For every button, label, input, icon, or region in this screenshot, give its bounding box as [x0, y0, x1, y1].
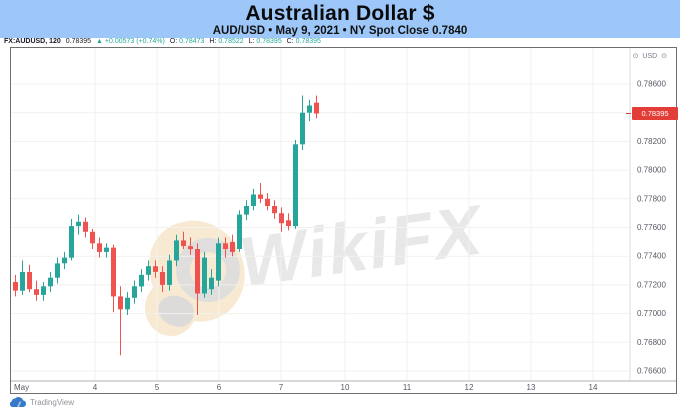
- candle-body: [216, 243, 221, 281]
- candle-body: [83, 221, 88, 232]
- candle-body: [244, 206, 249, 215]
- candle-body: [62, 257, 67, 264]
- candle-body: [139, 274, 144, 287]
- candle-body: [300, 112, 305, 145]
- candle-body: [307, 105, 312, 113]
- header-banner: Australian Dollar $ AUD/USD • May 9, 202…: [0, 0, 680, 38]
- svg-text:0.78000: 0.78000: [637, 166, 666, 175]
- candle-body: [251, 194, 256, 206]
- candle-body: [286, 220, 291, 226]
- svg-text:0.76600: 0.76600: [637, 367, 666, 376]
- svg-text:0.77000: 0.77000: [637, 309, 666, 318]
- currency-toggle[interactable]: ⊙ USD ⊙: [632, 52, 668, 60]
- candle-body: [41, 286, 46, 295]
- chart-widget: WikiFX 0.78600 0.78200 0.78000 0.77800 0.776…: [10, 47, 678, 394]
- candle-body: [153, 266, 158, 272]
- candle-body: [55, 263, 60, 278]
- currency-unit-label: USD: [642, 53, 658, 60]
- candle-body: [125, 297, 130, 310]
- open-value: 0.78473: [179, 38, 205, 45]
- high-label: H:: [209, 38, 217, 45]
- svg-text:4: 4: [93, 383, 98, 392]
- svg-text:10: 10: [341, 383, 350, 392]
- h-gridlines: [11, 83, 630, 372]
- candle-body: [202, 257, 207, 294]
- candle-body: [195, 249, 200, 294]
- svg-text:0.77800: 0.77800: [637, 194, 666, 203]
- price-axis-labels[interactable]: 0.78600 0.78200 0.78000 0.77800 0.77600 0.774…: [637, 80, 666, 376]
- candle-body: [293, 144, 298, 227]
- last-price-tag: 0.78395: [632, 107, 678, 120]
- tradingview-cloud-icon: [10, 396, 27, 407]
- svg-text:May: May: [14, 383, 29, 392]
- low-label: L:: [248, 38, 255, 45]
- symbol-name: FX:AUDUSD, 120: [4, 38, 61, 45]
- candle-body: [97, 243, 102, 252]
- time-axis-labels[interactable]: May 4 5 6 7 10 11 12 13 14: [14, 383, 598, 392]
- open-label: O:: [169, 38, 178, 45]
- high-value: 0.78522: [218, 38, 244, 45]
- svg-text:0.77200: 0.77200: [637, 280, 666, 289]
- candle-body: [265, 198, 270, 206]
- candle-body: [188, 246, 193, 250]
- candle-body: [174, 240, 179, 261]
- v-gridlines: [94, 48, 594, 381]
- page-title: Australian Dollar $: [245, 2, 435, 25]
- candle-body: [69, 226, 74, 258]
- svg-text:0.76800: 0.76800: [637, 338, 666, 347]
- candle-body: [272, 206, 277, 214]
- candle-body: [111, 247, 116, 297]
- candle-body: [209, 277, 214, 290]
- svg-text:5: 5: [155, 383, 160, 392]
- svg-text:0.77600: 0.77600: [637, 223, 666, 232]
- low-value: 0.78395: [256, 38, 282, 45]
- candle-body: [34, 289, 39, 295]
- candle-body: [181, 240, 186, 247]
- candle-body: [90, 231, 95, 244]
- chart-canvas[interactable]: 0.78600 0.78200 0.78000 0.77800 0.77600 0.774…: [11, 48, 676, 393]
- candle-body: [104, 247, 109, 252]
- candle-body: [279, 213, 284, 224]
- svg-text:12: 12: [465, 383, 474, 392]
- svg-text:13: 13: [527, 383, 536, 392]
- candle-body: [223, 243, 228, 249]
- candle-body: [27, 272, 32, 290]
- page-subtitle: AUD/USD • May 9, 2021 • NY Spot Close 0.…: [212, 25, 468, 37]
- tradingview-logo[interactable]: TradingView: [10, 396, 74, 409]
- candle-body: [258, 194, 263, 199]
- candle-body: [230, 241, 235, 252]
- candle-body: [48, 277, 53, 287]
- candle-body: [132, 286, 137, 298]
- candles-layer: [13, 95, 319, 356]
- candle-body: [167, 260, 172, 285]
- candle-body: [146, 266, 151, 275]
- price-change: ▲ +0.00573 (+0.74%): [96, 38, 165, 45]
- tradingview-label: TradingView: [30, 397, 75, 407]
- candle-body: [160, 272, 165, 285]
- svg-text:0.78200: 0.78200: [637, 137, 666, 146]
- candle-body: [314, 102, 319, 114]
- close-value: 0.78395: [295, 38, 321, 45]
- svg-text:11: 11: [403, 383, 412, 392]
- svg-text:0.78600: 0.78600: [637, 80, 666, 89]
- candle-body: [76, 221, 81, 227]
- svg-text:7: 7: [279, 383, 284, 392]
- price-tag-tick: [626, 113, 631, 114]
- last-price: 0.78395: [65, 38, 92, 45]
- candle-body: [237, 214, 242, 249]
- currency-toggle-right-icon[interactable]: ⊙: [661, 53, 667, 60]
- candle-body: [13, 282, 18, 291]
- symbol-legend: FX:AUDUSD, 120 0.78395 ▲ +0.00573 (+0.74…: [4, 38, 324, 47]
- svg-text:6: 6: [217, 383, 222, 392]
- candle-body: [118, 296, 123, 310]
- candle-body: [20, 272, 25, 291]
- svg-text:0.77400: 0.77400: [637, 252, 666, 261]
- svg-text:14: 14: [589, 383, 598, 392]
- currency-toggle-left-icon[interactable]: ⊙: [632, 53, 639, 60]
- close-label: C:: [286, 38, 294, 45]
